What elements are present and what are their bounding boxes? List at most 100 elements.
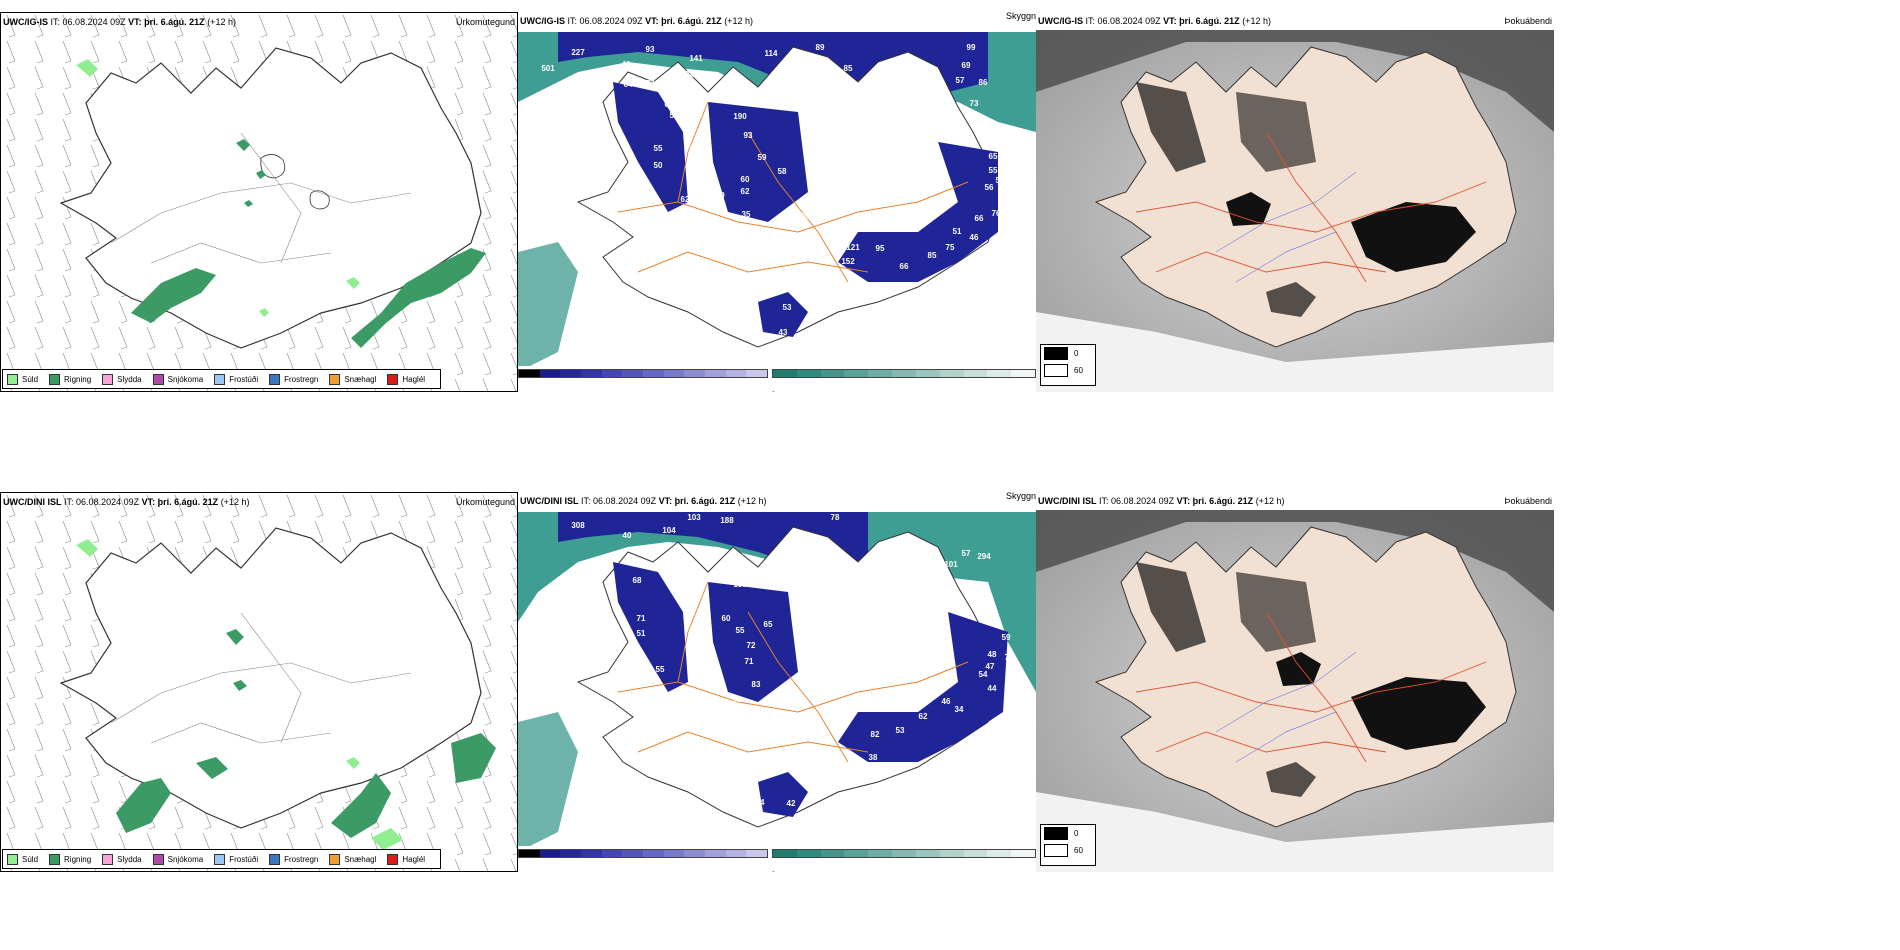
visibility-label: 188 — [720, 516, 734, 525]
precip-type-panel-row1: UWC/IG-IS IT: 06.08.2024 09Z VT: þri. 6.… — [0, 12, 518, 392]
legend-swatch — [49, 373, 61, 385]
visibility-label: 40 — [622, 60, 631, 69]
visibility-label: 77 — [816, 86, 825, 95]
fog-legend-row: 0 — [1041, 345, 1095, 362]
visibility-label: 99 — [967, 43, 976, 52]
visibility-label: 59 — [1002, 633, 1011, 642]
visibility-label: 83 — [752, 680, 761, 689]
panel-header: UWC/DINI ISL IT: 06.08.2024 09Z VT: þri.… — [520, 496, 767, 506]
visibility-label: 141 — [689, 54, 703, 63]
visibility-label: 46 — [970, 233, 979, 242]
visibility-label: 82 — [871, 77, 880, 86]
legend-item: Haglél — [387, 373, 425, 385]
visibility-panel-row1: 227 93 99 89 501 40 141 114 69 85 85 240 51 64 52 91 82 5… — [518, 12, 1036, 392]
visibility-label: 65 — [764, 620, 773, 629]
visibility-label: 103 — [687, 513, 701, 522]
panel-header: UWC/IG-IS IT: 06.08.2024 09Z VT: þri. 6.… — [1038, 16, 1271, 26]
visibility-label: 65 — [989, 152, 998, 161]
visibility-label: 82 — [871, 730, 880, 739]
visibility-label: 240 — [685, 70, 699, 79]
visibility-height-labels: 227 93 99 89 501 40 141 114 69 85 85 240 51 64 52 91 82 5… — [541, 43, 1005, 337]
legend-item: Rigning — [49, 373, 91, 385]
visibility-label: 57 — [962, 549, 971, 558]
cbar-meters — [518, 849, 768, 858]
legend-swatch — [214, 853, 226, 865]
legend-swatch — [102, 373, 114, 385]
visibility-map: 308 103 188 78 40 104 76 57 294 63 101 59 58 68 109 71 6… — [518, 492, 1036, 872]
visibility-label: 55 — [989, 166, 998, 175]
visibility-height-labels: 308 103 188 78 40 104 76 57 294 63 101 59 58 68 109 71 6… — [571, 513, 1014, 808]
fog-panel-row1: UWC/IG-IS IT: 06.08.2024 09Z VT: þri. 6.… — [1036, 12, 1554, 392]
visibility-label: 42 — [787, 799, 796, 808]
visibility-label: 85 — [789, 60, 798, 69]
visibility-label: 46 — [942, 697, 951, 706]
visibility-label: 51 — [953, 227, 962, 236]
visibility-label: 63 — [602, 561, 611, 570]
legend-swatch — [7, 853, 18, 865]
visibility-label: 43 — [779, 328, 788, 337]
legend-swatch — [269, 373, 281, 385]
visibility-label: 37 — [890, 281, 899, 290]
visibility-label: 49 — [989, 617, 998, 626]
visibility-label: 64 — [624, 80, 633, 89]
precip-type-legend: Súld Rigning Slydda Snjókoma Frostúði Fr… — [2, 369, 442, 389]
legend-item: Slydda — [102, 373, 142, 385]
legend-item: Snjókoma — [152, 853, 203, 865]
visibility-label: 86 — [979, 78, 988, 87]
visibility-label: 75 — [946, 243, 955, 252]
visibility-label: 66 — [871, 89, 880, 98]
visibility-label: 501 — [541, 64, 555, 73]
cbar-km — [772, 369, 1036, 378]
visibility-label: 76 — [791, 529, 800, 538]
visibility-label: 44 — [988, 684, 997, 693]
visibility-label: 75 — [841, 84, 850, 93]
legend-item: Snjókoma — [152, 373, 203, 385]
precip-type-legend: Súld Rigning Slydda Snjókoma Frostúði Fr… — [2, 849, 442, 869]
precip-type-map — [1, 493, 517, 871]
visibility-label: 35 — [742, 210, 751, 219]
visibility-label: 55 — [736, 626, 745, 635]
visibility-label: 114 — [765, 49, 778, 58]
legend-swatch — [269, 853, 281, 865]
visibility-label: 54 — [979, 670, 988, 679]
visibility-label: 70 — [1005, 653, 1014, 662]
visibility-label: 104 — [662, 526, 676, 535]
fog-legend: 0 60 — [1040, 824, 1096, 866]
legend-item: Slydda — [102, 853, 142, 865]
visibility-label: 48 — [988, 650, 997, 659]
legend-item: Snæhagl — [329, 373, 376, 385]
visibility-label: 53 — [896, 726, 905, 735]
visibility-label: 95 — [876, 244, 885, 253]
visibility-label: 78 — [800, 212, 809, 221]
fog-legend-row: 60 — [1041, 842, 1095, 859]
panel-title: Þokuábendi — [1504, 496, 1552, 506]
visibility-label: 54 — [670, 111, 679, 120]
fog-legend: 0 60 — [1040, 344, 1096, 386]
panel-title: Úrkomutegund — [455, 497, 515, 507]
panel-header: UWC/DINI ISL IT: 06.08.2024 09Z VT: þri.… — [3, 497, 250, 507]
visibility-label: 58 — [778, 167, 787, 176]
panel-title: Þokuábendi — [1504, 16, 1552, 26]
visibility-label: 76 — [992, 209, 1001, 218]
visibility-label: 51 — [647, 79, 656, 88]
visibility-label: 78 — [831, 513, 840, 522]
visibility-map: 227 93 99 89 501 40 141 114 69 85 85 240 51 64 52 91 82 5… — [518, 12, 1036, 392]
legend-item: Frostúði — [214, 853, 258, 865]
visibility-label: 71 — [745, 657, 754, 666]
panel-header: UWC/IG-IS IT: 06.08.2024 09Z VT: þri. 6.… — [3, 17, 236, 27]
visibility-label: 294 — [977, 552, 991, 561]
fog-panel-row2: UWC/DINI ISL IT: 06.08.2024 09Z VT: þri.… — [1036, 492, 1554, 872]
visibility-label: 59 — [758, 153, 767, 162]
visibility-label: 60 — [741, 175, 750, 184]
legend-item: Frostúði — [214, 373, 258, 385]
visibility-label: 121 — [846, 243, 860, 252]
panel-header: UWC/IG-IS IT: 06.08.2024 09Z VT: þri. 6.… — [520, 16, 753, 26]
legend-item: Súld — [7, 853, 38, 865]
visibility-label: 37 — [690, 145, 699, 154]
legend-swatch — [329, 373, 341, 385]
legend-item: Haglél — [387, 853, 425, 865]
visibility-panel-row2: 308 103 188 78 40 104 76 57 294 63 101 59 58 68 109 71 6… — [518, 492, 1036, 872]
visibility-label: 34 — [955, 705, 964, 714]
visibility-label: 40 — [623, 531, 632, 540]
visibility-label: 69 — [962, 61, 971, 70]
